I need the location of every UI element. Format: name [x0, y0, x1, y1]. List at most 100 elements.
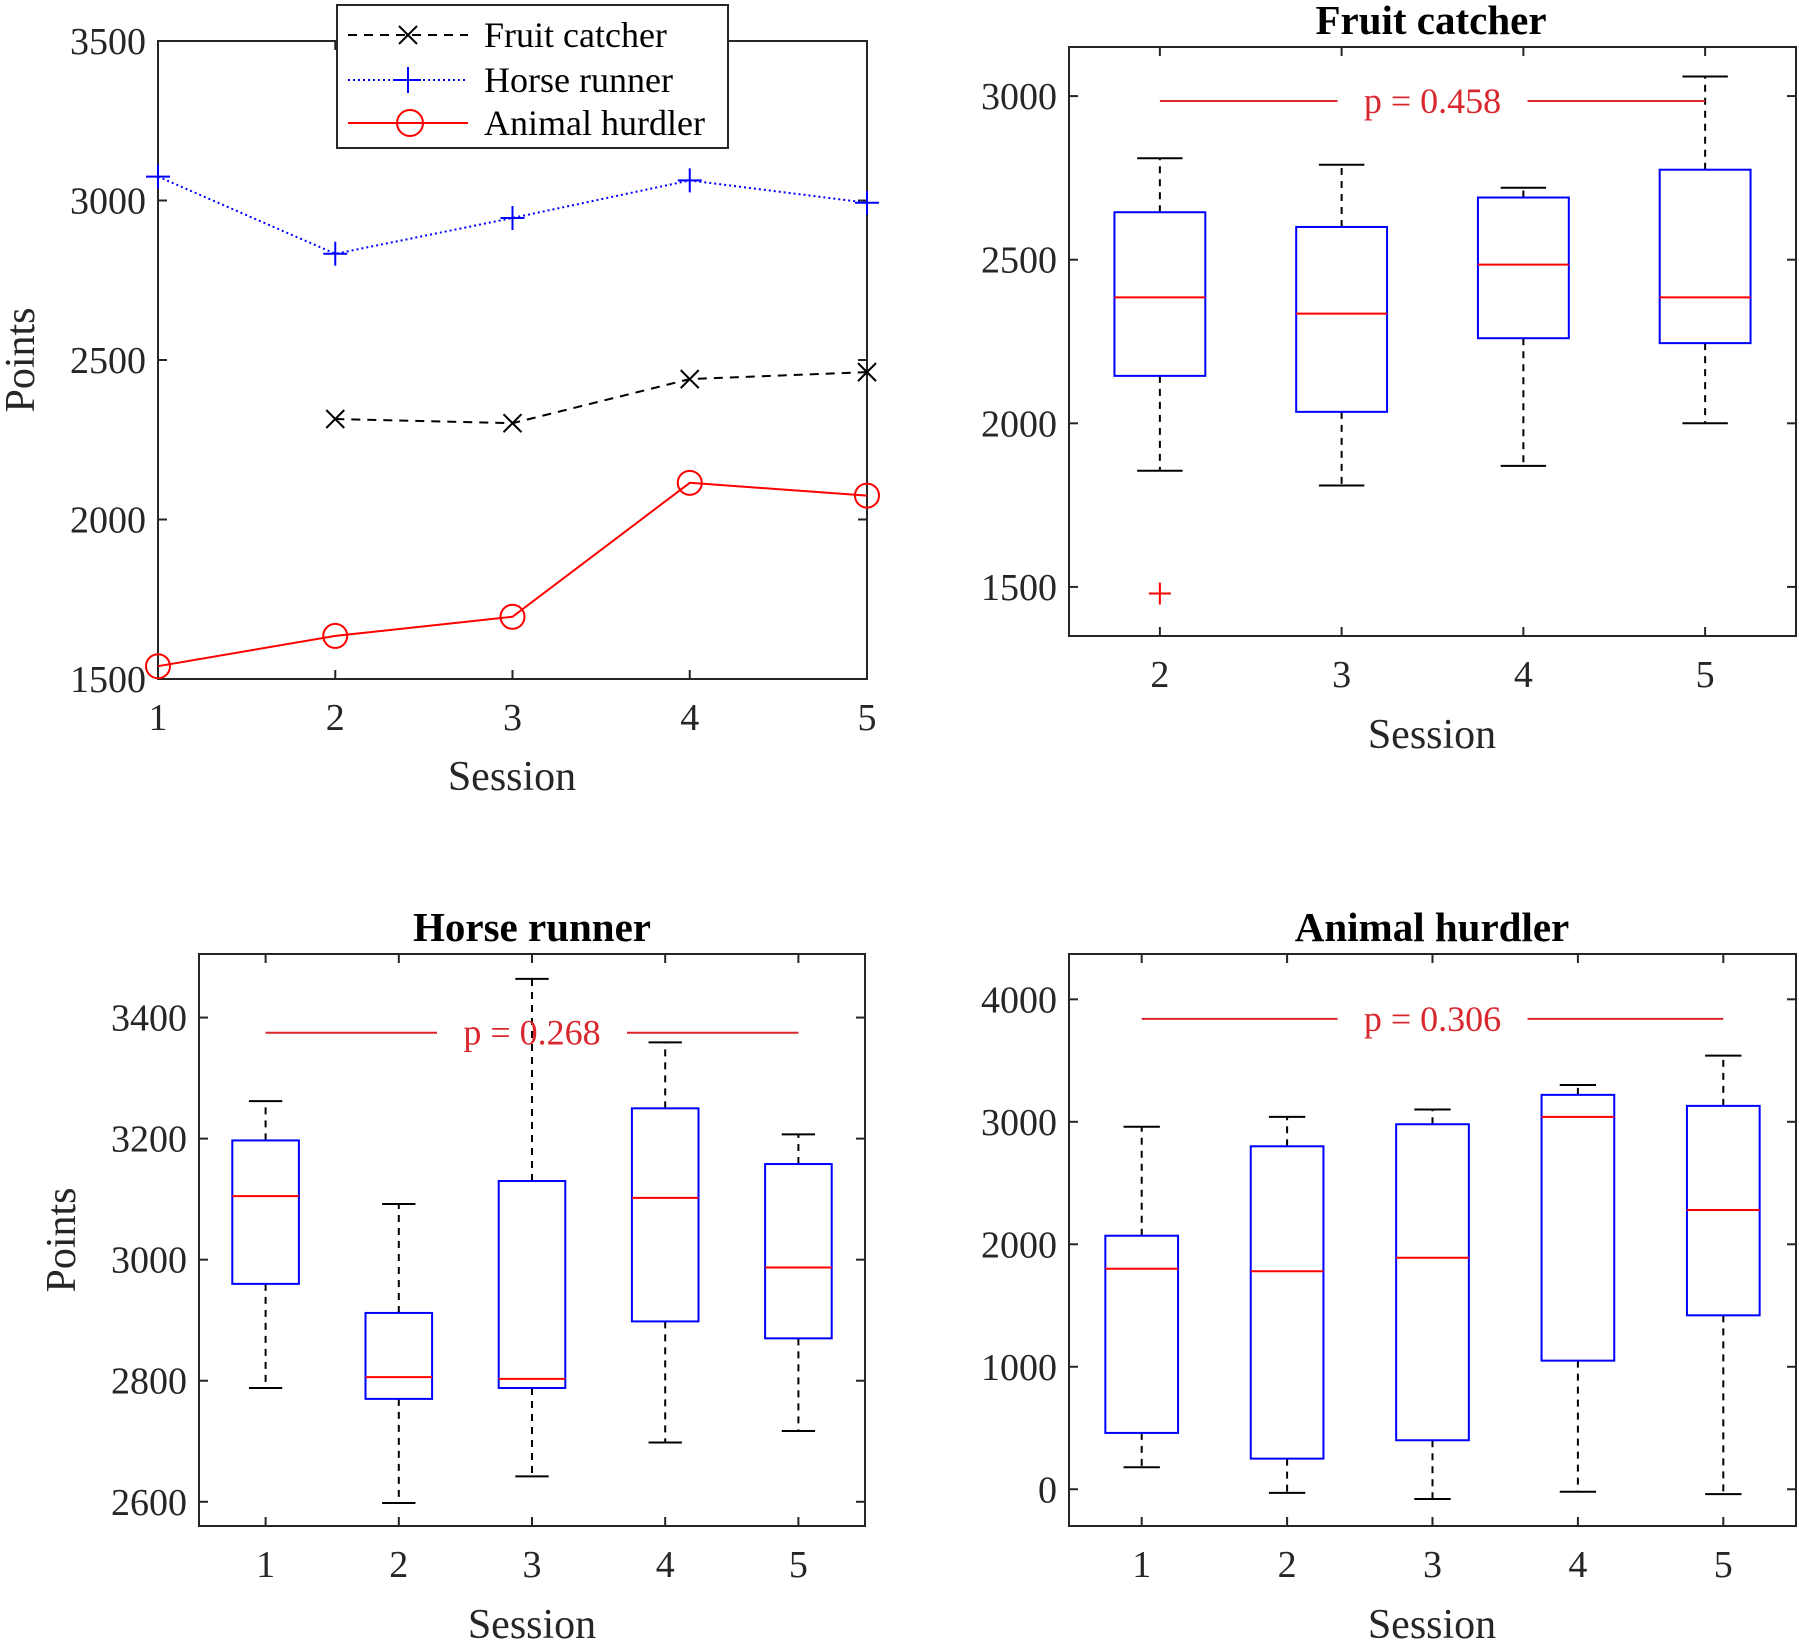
y-tick-label: 2000: [981, 403, 1057, 445]
iqr-box: [231, 1139, 300, 1285]
y-tick-label: 1500: [70, 659, 146, 701]
series-line-fruit-catcher: [335, 371, 868, 425]
x-tick-label: 5: [1696, 654, 1715, 696]
data-point-animal-hurdler: [145, 653, 171, 680]
x-tick-label: 4: [1568, 1544, 1587, 1586]
x-tick-label: 1: [149, 697, 168, 739]
iqr-box: [1658, 168, 1752, 345]
p-value-annotation: p = 0.268: [265, 1013, 799, 1053]
box-session-3: [497, 977, 567, 1478]
legend: Fruit catcher Horse runner Animal hurdle…: [336, 4, 729, 149]
x-axis-label: Session: [1368, 712, 1496, 758]
x-tick-label: 3: [1332, 654, 1351, 696]
y-tick-label: 3000: [111, 1240, 187, 1282]
data-point-fruit-catcher: [502, 413, 523, 433]
box-marks: 2600 2800 3000 3200 3400 1 2 3 4 5 p = 0.268: [111, 954, 865, 1586]
y-tick-label: 2000: [981, 1224, 1057, 1266]
data-point-animal-hurdler: [322, 622, 349, 649]
y-tick-label: 3000: [70, 181, 146, 223]
iqr-box: [364, 1311, 434, 1400]
p-value-label: p = 0.268: [463, 1013, 600, 1053]
iqr-box: [1249, 1145, 1325, 1460]
p-value-label: p = 0.306: [1364, 999, 1501, 1039]
data-point-horse-runner: [500, 206, 525, 231]
y-axis-label: Points: [0, 307, 44, 412]
y-tick-label: 0: [1038, 1469, 1057, 1511]
x-axis-label: Session: [1368, 1602, 1496, 1641]
x-tick-label: 2: [389, 1544, 408, 1586]
box-session-1: [231, 1100, 300, 1389]
iqr-box: [764, 1163, 833, 1340]
legend-label-horse-runner: Horse runner: [484, 60, 673, 100]
iqr-box: [630, 1107, 700, 1323]
box-session-5: [1658, 75, 1752, 425]
x-tick-label: 3: [503, 697, 522, 739]
y-tick-label: 2000: [70, 500, 146, 542]
outlier-marker: [1148, 582, 1171, 605]
y-tick-label: 1000: [981, 1347, 1057, 1389]
legend-label-fruit-catcher: Fruit catcher: [484, 15, 667, 55]
y-tick-label: 2500: [70, 340, 146, 382]
y-tick-label: 3000: [981, 1102, 1057, 1144]
x-tick-label: 5: [858, 697, 877, 739]
x-tick-label: 1: [256, 1544, 275, 1586]
data-point-animal-hurdler: [854, 482, 880, 509]
iqr-box: [1295, 225, 1389, 413]
x-tick-label: 5: [789, 1544, 808, 1586]
x-tick-label: 4: [656, 1544, 675, 1586]
x-tick-label: 2: [326, 697, 345, 739]
x-tick-label: 3: [1423, 1544, 1442, 1586]
legend-item-fruit-catcher: Fruit catcher: [348, 15, 667, 55]
box-session-1: [1104, 1125, 1180, 1469]
y-tick-label: 3500: [70, 21, 146, 63]
plot-area-frame: [1068, 46, 1797, 637]
x-tick-label: 1: [1132, 1544, 1151, 1586]
legend-plus-marker-icon: [395, 67, 421, 93]
iqr-box: [1395, 1123, 1470, 1442]
data-point-fruit-catcher: [680, 369, 700, 389]
data-point-horse-runner: [323, 241, 348, 266]
y-tick-label: 2500: [981, 240, 1057, 282]
box-session-2: [1249, 1115, 1325, 1494]
data-point-fruit-catcher: [325, 409, 345, 429]
legend-x-marker-icon: [398, 25, 418, 45]
box-marks: 0 1000 2000 3000 4000 1 2 3 4 5 p = 0.306: [981, 954, 1796, 1586]
p-value-label: p = 0.458: [1364, 81, 1501, 121]
y-tick-label: 2600: [111, 1482, 187, 1524]
box-session-4: [630, 1041, 700, 1444]
y-tick-label: 3000: [981, 76, 1057, 118]
y-tick-label: 1500: [981, 567, 1057, 609]
legend-circle-marker-icon: [396, 109, 424, 137]
panel-fruit-catcher: Fruit catcher 1500 2000 2500 3000 2 3 4 5 p = 0.…: [981, 0, 1797, 758]
panel-horse-runner: Horse runner 2600 2800 3000 3200 3400 1 2 3 4 5 p …: [39, 904, 866, 1641]
x-tick-label: 2: [1150, 654, 1169, 696]
legend-item-horse-runner: Horse runner: [348, 60, 673, 100]
box-session-5: [1685, 1054, 1761, 1496]
panel-line-chart: 1500 2000 2500 3000 3500 1 2 3 4 5 Session Points…: [0, 4, 880, 800]
x-tick-label: 3: [523, 1544, 542, 1586]
p-value-annotation: p = 0.306: [1141, 999, 1724, 1039]
x-axis-label: Session: [468, 1602, 596, 1641]
box-session-4: [1540, 1084, 1616, 1493]
box-session-5: [764, 1133, 833, 1432]
panel-title: Horse runner: [413, 904, 651, 950]
data-point-horse-runner: [146, 164, 170, 189]
x-axis-label: Session: [448, 754, 576, 800]
data-point-animal-hurdler: [676, 469, 703, 496]
data-point-animal-hurdler: [499, 603, 526, 630]
box-session-3: [1395, 1108, 1470, 1501]
box-session-2: [364, 1202, 434, 1504]
legend-item-animal-hurdler: Animal hurdler: [348, 103, 705, 143]
panel-animal-hurdler: Animal hurdler 0 1000 2000 3000 4000 1 2 3 4 5 p =…: [981, 904, 1797, 1641]
panel-title: Animal hurdler: [1295, 904, 1570, 950]
panel-title: Fruit catcher: [1315, 0, 1546, 43]
box-session-4: [1476, 186, 1570, 467]
data-point-horse-runner: [855, 190, 879, 215]
x-tick-label: 4: [1514, 654, 1533, 696]
iqr-box: [1104, 1234, 1180, 1434]
x-tick-label: 2: [1278, 1544, 1297, 1586]
iqr-box: [1476, 196, 1570, 340]
y-tick-label: 2800: [111, 1361, 187, 1403]
box-session-2: [1113, 157, 1207, 605]
